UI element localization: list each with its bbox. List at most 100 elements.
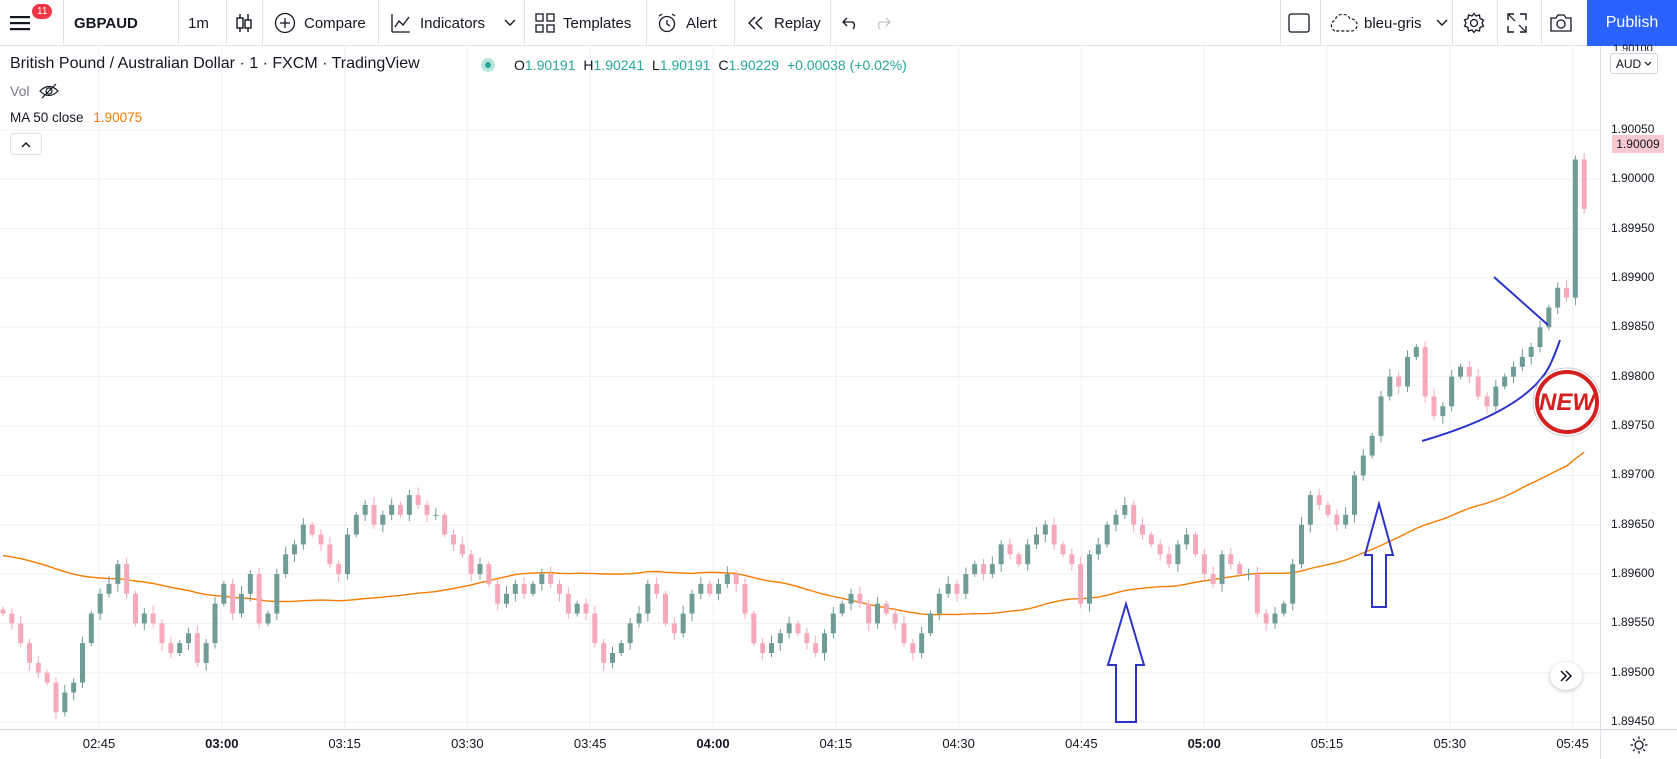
candle-up: [1299, 524, 1304, 565]
undo-button[interactable]: [842, 0, 860, 46]
alert-button[interactable]: Alert: [656, 0, 717, 46]
candle-down: [1475, 376, 1481, 397]
candle-down: [0, 609, 6, 614]
sun-settings-icon: [1630, 736, 1648, 753]
candle-down: [1016, 554, 1022, 565]
templates-label: Templates: [563, 14, 632, 32]
time-tick-label: 02:45: [82, 736, 116, 751]
indicators-dropdown[interactable]: [504, 0, 516, 46]
redo-button[interactable]: [873, 0, 891, 46]
candle-down: [168, 643, 174, 654]
candle-up: [530, 583, 536, 594]
candle-up: [777, 633, 783, 644]
candle-up: [1572, 159, 1578, 298]
candle-up: [80, 643, 85, 683]
candle-up: [1493, 386, 1499, 407]
price-tick-label: 1.89750: [1611, 417, 1655, 432]
candle-up: [627, 623, 633, 644]
fullscreen-button[interactable]: [1507, 0, 1527, 46]
candle-down: [1007, 544, 1013, 555]
redo-icon: [877, 17, 891, 30]
indicators-label: Indicators: [420, 14, 486, 32]
candle-up: [274, 574, 280, 614]
price-tick-label: 1.89950: [1611, 220, 1655, 235]
candle-down: [398, 504, 403, 515]
candle-up: [698, 583, 704, 594]
open-label: O: [514, 57, 525, 73]
candles-icon: [236, 14, 252, 32]
time-tick-label: 05:00: [1187, 736, 1221, 751]
candle-up: [1405, 356, 1410, 387]
candle-down: [1431, 396, 1437, 417]
publish-button[interactable]: Publish: [1587, 0, 1677, 46]
symbol-search[interactable]: GBPAUD: [74, 0, 138, 46]
candle-down: [1201, 554, 1207, 575]
price-axis[interactable]: 1.89450 1.89500 1.89550 1.89600 1.89650 1.897…: [1600, 43, 1677, 729]
interval-button[interactable]: 1m: [188, 0, 209, 46]
candle-up: [1095, 544, 1101, 555]
chevron-down-icon: [504, 19, 516, 26]
indicators-button[interactable]: Indicators: [390, 0, 485, 46]
chart-grid: [0, 46, 1600, 729]
ma-line: [2, 451, 1585, 616]
ohlc-values: O1.90191 H1.90241 L1.90191 C1.90229 +0.0…: [514, 57, 907, 73]
candle-down: [1237, 564, 1243, 575]
candle-up: [1307, 495, 1313, 525]
candle-down: [1581, 159, 1587, 209]
candle-down: [468, 554, 474, 575]
currency-selector[interactable]: AUD: [1610, 53, 1658, 74]
candle-up: [1290, 564, 1296, 604]
candle-down: [857, 593, 863, 604]
annotation-layer: NEW: [1106, 276, 1602, 723]
low-value: 1.90191: [659, 57, 711, 73]
ma-legend[interactable]: MA 50 close 1.90075: [10, 110, 142, 125]
candle-up: [362, 504, 368, 515]
candle-down: [309, 524, 315, 535]
candle-down: [1396, 376, 1402, 387]
chart-pane[interactable]: NEW: [0, 46, 1677, 759]
price-tick-label: 1.89550: [1611, 615, 1655, 630]
candle-up: [1122, 504, 1128, 515]
time-tick-label: 03:15: [328, 736, 361, 751]
replay-button[interactable]: Replay: [746, 0, 821, 46]
candle-up: [1042, 524, 1048, 535]
time-axis[interactable]: 02:45 03:00 03:15 03:30 03:45 04:00 04:15 04:30…: [0, 730, 1600, 759]
candle-up: [1502, 376, 1508, 387]
candle-up: [1352, 475, 1357, 515]
chart-type-button[interactable]: [234, 0, 254, 46]
candle-up: [1175, 544, 1181, 565]
settings-button[interactable]: [1463, 0, 1485, 46]
layout-toggle-button[interactable]: [1288, 0, 1310, 46]
candle-up: [203, 643, 209, 663]
close-value: 1.90229: [728, 57, 780, 73]
main-menu-button[interactable]: 11: [10, 0, 53, 46]
axis-settings-button[interactable]: [1600, 729, 1677, 759]
layout-name: bleu-gris: [1364, 14, 1422, 32]
chevron-up-icon: [21, 141, 31, 147]
candle-down: [1051, 524, 1057, 545]
ma-value: 1.90075: [93, 110, 143, 125]
compare-button[interactable]: Compare: [274, 0, 366, 46]
symbol-legend: British Pound / Australian Dollar · 1 · …: [10, 55, 420, 73]
volume-legend[interactable]: Vol: [10, 83, 60, 99]
candle-down: [1069, 554, 1075, 565]
templates-button[interactable]: Templates: [535, 0, 631, 46]
candle-down: [804, 633, 810, 644]
collapse-legend-button[interactable]: [10, 133, 42, 155]
scroll-to-realtime-button[interactable]: [1550, 662, 1582, 690]
candle-down: [150, 613, 156, 624]
candle-up: [283, 554, 289, 575]
eye-off-icon[interactable]: [39, 83, 60, 99]
replay-label: Replay: [774, 14, 821, 32]
candle-down: [44, 672, 50, 683]
chevron-down-icon: [1644, 61, 1652, 66]
layout-name-button[interactable]: bleu-gris: [1328, 0, 1448, 46]
indicators-icon: [391, 14, 410, 33]
cloud-icon: [1330, 13, 1358, 32]
snapshot-button[interactable]: [1549, 0, 1573, 46]
candle-down: [1148, 534, 1154, 545]
price-tick-label: 1.90000: [1611, 171, 1655, 186]
candle-up: [645, 583, 651, 614]
candle-up: [786, 623, 792, 634]
chevron-down-icon: [1436, 19, 1448, 26]
